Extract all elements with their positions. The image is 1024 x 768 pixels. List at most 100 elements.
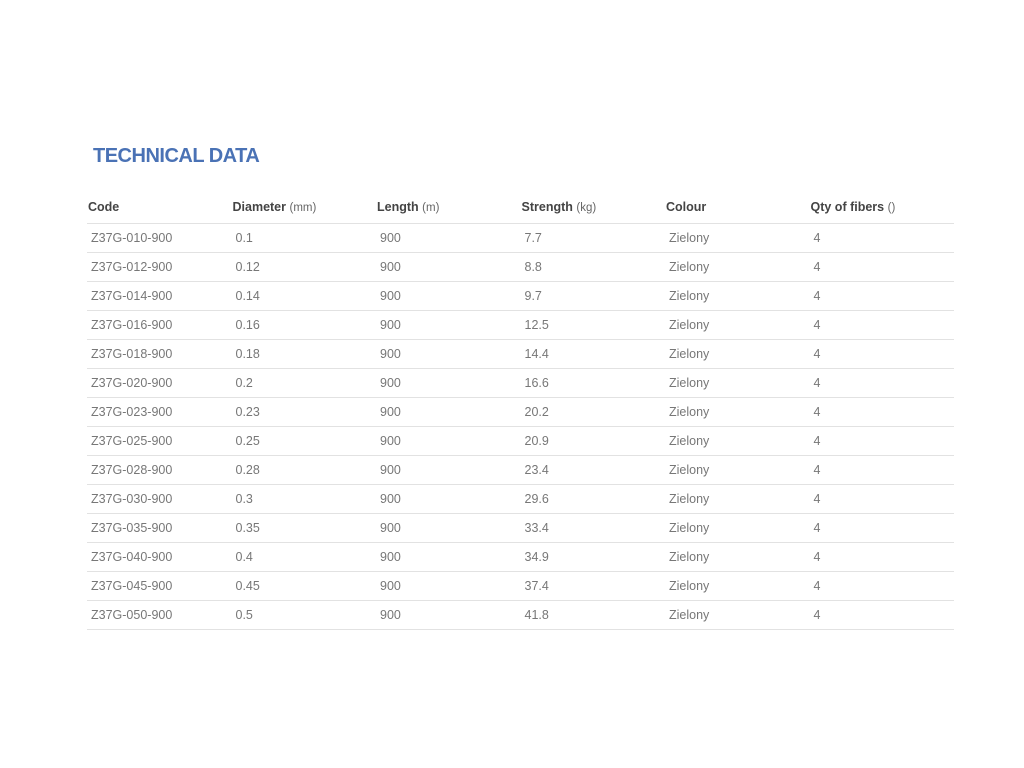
table-cell: 900 — [376, 339, 521, 369]
column-header: Length (m) — [376, 190, 521, 224]
table-row: Z37G-020-900 0.2 900 16.6 Zielony 4 — [87, 368, 954, 398]
table-cell: 20.9 — [520, 426, 665, 456]
table-cell: 4 — [809, 484, 954, 514]
table-cell: Z37G-028-900 — [87, 455, 232, 485]
table-cell: Zielony — [665, 223, 810, 253]
table-cell: 37.4 — [520, 571, 665, 601]
table-row: Z37G-018-900 0.18 900 14.4 Zielony 4 — [87, 339, 954, 369]
column-label: Colour — [666, 199, 707, 214]
table-cell: 7.7 — [520, 223, 665, 253]
table-row: Z37G-040-900 0.4 900 34.9 Zielony 4 — [87, 542, 954, 572]
table-cell: Z37G-023-900 — [87, 397, 232, 427]
table-cell: Zielony — [665, 542, 810, 572]
table-header-row: Code Diameter (mm) Length (m) Strength (kg)… — [87, 190, 954, 224]
table-cell: Zielony — [665, 484, 810, 514]
table-cell: 900 — [376, 426, 521, 456]
table-cell: 33.4 — [520, 513, 665, 543]
table-cell: Z37G-020-900 — [87, 368, 232, 398]
table-cell: Zielony — [665, 600, 810, 630]
table-cell: 900 — [376, 397, 521, 427]
table-cell: 29.6 — [520, 484, 665, 514]
table-cell: Zielony — [665, 368, 810, 398]
table-cell: 0.14 — [231, 281, 376, 311]
table-cell: Zielony — [665, 455, 810, 485]
column-unit: (mm) — [289, 201, 317, 214]
table-cell: Zielony — [665, 426, 810, 456]
table-row: Z37G-035-900 0.35 900 33.4 Zielony 4 — [87, 513, 954, 543]
table-cell: 0.4 — [231, 542, 376, 572]
table-cell: 0.45 — [231, 571, 376, 601]
table-cell: Z37G-018-900 — [87, 339, 232, 369]
table-row: Z37G-025-900 0.25 900 20.9 Zielony 4 — [87, 426, 954, 456]
table-cell: 41.8 — [520, 600, 665, 630]
table-row: Z37G-045-900 0.45 900 37.4 Zielony 4 — [87, 571, 954, 601]
column-unit: (kg) — [576, 201, 597, 214]
table-cell: Zielony — [665, 571, 810, 601]
table-cell: 4 — [809, 281, 954, 311]
table-cell: 20.2 — [520, 397, 665, 427]
table-row: Z37G-010-900 0.1 900 7.7 Zielony 4 — [87, 223, 954, 253]
table-cell: 12.5 — [520, 310, 665, 340]
table-cell: Zielony — [665, 339, 810, 369]
table-row: Z37G-050-900 0.5 900 41.8 Zielony 4 — [87, 600, 954, 630]
table-body: Z37G-010-900 0.1 900 7.7 Zielony 4 Z37G-012-90… — [87, 223, 954, 630]
table-cell: 0.28 — [231, 455, 376, 485]
table-cell: 4 — [809, 368, 954, 398]
table-cell: 900 — [376, 484, 521, 514]
table-cell: 8.8 — [520, 252, 665, 282]
table-cell: Zielony — [665, 281, 810, 311]
table-cell: 0.3 — [231, 484, 376, 514]
column-label: Qty of fibers — [810, 199, 885, 214]
column-label: Diameter — [232, 199, 287, 214]
table-cell: 900 — [376, 513, 521, 543]
table-cell: 0.2 — [231, 368, 376, 398]
table-row: Z37G-030-900 0.3 900 29.6 Zielony 4 — [87, 484, 954, 514]
table-cell: Z37G-010-900 — [87, 223, 232, 253]
column-label: Strength — [521, 199, 573, 214]
table-cell: 900 — [376, 542, 521, 572]
table-cell: Z37G-030-900 — [87, 484, 232, 514]
table-cell: 900 — [376, 281, 521, 311]
table-cell: 4 — [809, 252, 954, 282]
table-cell: Z37G-012-900 — [87, 252, 232, 282]
column-header: Strength (kg) — [520, 190, 665, 224]
table-cell: 0.23 — [231, 397, 376, 427]
table-cell: 0.12 — [231, 252, 376, 282]
table-cell: 0.5 — [231, 600, 376, 630]
table-cell: 14.4 — [520, 339, 665, 369]
table-cell: 0.35 — [231, 513, 376, 543]
table-cell: 4 — [809, 513, 954, 543]
table-cell: Zielony — [665, 513, 810, 543]
table-cell: Z37G-025-900 — [87, 426, 232, 456]
table-cell: Zielony — [665, 397, 810, 427]
table-cell: Z37G-045-900 — [87, 571, 232, 601]
table-row: Z37G-012-900 0.12 900 8.8 Zielony 4 — [87, 252, 954, 282]
table-cell: 0.25 — [231, 426, 376, 456]
table-cell: 4 — [809, 455, 954, 485]
table-cell: Z37G-035-900 — [87, 513, 232, 543]
column-label: Code — [88, 199, 120, 214]
table-cell: Z37G-016-900 — [87, 310, 232, 340]
table-cell: 900 — [376, 368, 521, 398]
table-cell: 4 — [809, 339, 954, 369]
table-cell: 23.4 — [520, 455, 665, 485]
technical-data-table: Code Diameter (mm) Length (m) Strength (kg)… — [87, 190, 954, 630]
table-cell: Z37G-040-900 — [87, 542, 232, 572]
table-cell: Z37G-050-900 — [87, 600, 232, 630]
column-header: Code — [87, 190, 232, 224]
table-cell: Zielony — [665, 252, 810, 282]
table-cell: 0.1 — [231, 223, 376, 253]
column-label: Length — [377, 199, 419, 214]
column-unit: (m) — [422, 201, 440, 214]
table-cell: 4 — [809, 397, 954, 427]
table-row: Z37G-014-900 0.14 900 9.7 Zielony 4 — [87, 281, 954, 311]
table-cell: 4 — [809, 542, 954, 572]
table-cell: 9.7 — [520, 281, 665, 311]
table-cell: 16.6 — [520, 368, 665, 398]
table-row: Z37G-016-900 0.16 900 12.5 Zielony 4 — [87, 310, 954, 340]
table-cell: 4 — [809, 223, 954, 253]
table-cell: 4 — [809, 310, 954, 340]
column-header: Qty of fibers () — [809, 190, 954, 224]
table-row: Z37G-023-900 0.23 900 20.2 Zielony 4 — [87, 397, 954, 427]
column-header: Diameter (mm) — [231, 190, 376, 224]
